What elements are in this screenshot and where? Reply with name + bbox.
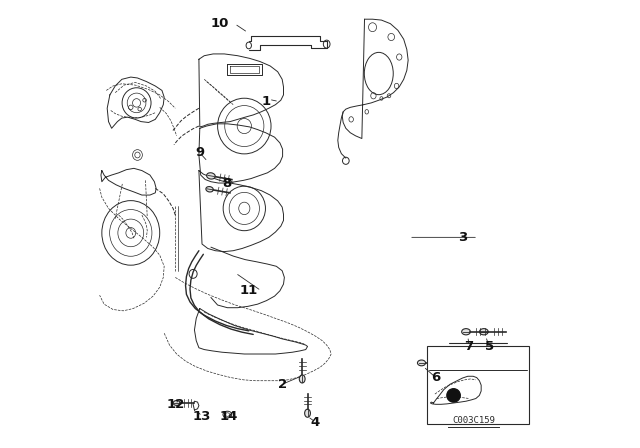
Text: 9: 9 (195, 146, 204, 159)
Bar (427, 346, 529, 424)
Ellipse shape (206, 186, 213, 192)
Ellipse shape (300, 375, 305, 383)
Text: C003C159: C003C159 (452, 416, 495, 425)
Text: 10: 10 (211, 17, 229, 30)
Text: 1: 1 (262, 95, 271, 108)
Text: 6: 6 (431, 371, 440, 384)
Ellipse shape (305, 409, 310, 417)
Circle shape (447, 389, 460, 402)
Text: 4: 4 (311, 416, 320, 429)
Ellipse shape (173, 401, 180, 405)
Ellipse shape (461, 329, 470, 335)
Text: 3: 3 (458, 231, 467, 244)
Text: 14: 14 (220, 410, 238, 423)
Text: 8: 8 (222, 177, 231, 190)
Text: 7: 7 (465, 340, 474, 353)
Ellipse shape (417, 360, 426, 366)
Text: 11: 11 (239, 284, 258, 297)
Text: 13: 13 (193, 410, 211, 423)
Text: 5: 5 (484, 340, 493, 353)
Ellipse shape (207, 173, 215, 179)
Text: 12: 12 (166, 398, 184, 411)
Ellipse shape (479, 329, 488, 335)
Text: 2: 2 (278, 378, 287, 391)
